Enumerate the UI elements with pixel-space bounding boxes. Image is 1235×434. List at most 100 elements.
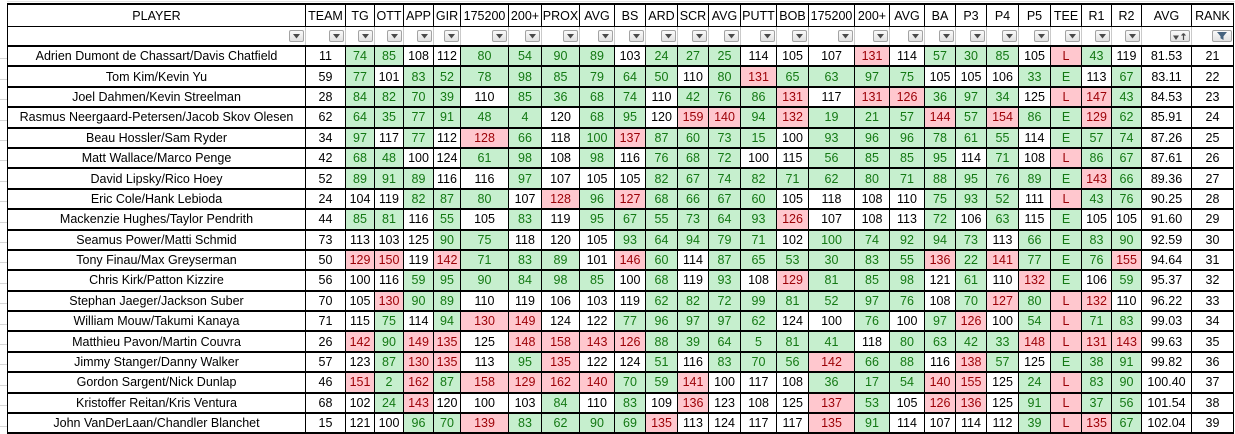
stat-cell[interactable]: 68 — [345, 147, 375, 170]
stat-cell[interactable]: 17 — [854, 372, 890, 394]
stat-cell[interactable]: 76 — [889, 290, 925, 313]
filter-button-p4[interactable] — [1002, 30, 1017, 42]
stat-cell[interactable]: 87 — [433, 372, 461, 394]
stat-cell[interactable]: 95 — [433, 270, 461, 292]
stat-cell[interactable]: 36 — [924, 86, 956, 109]
stat-cell[interactable]: 110 — [460, 290, 509, 313]
stat-cell[interactable]: 90 — [541, 46, 580, 68]
stat-cell[interactable]: 33 — [986, 331, 1019, 353]
stat-cell[interactable]: 114 — [740, 46, 777, 68]
stat-cell[interactable]: 128 — [541, 188, 580, 211]
stat-cell[interactable]: 25 — [708, 46, 741, 68]
stat-cell[interactable]: 74 — [345, 46, 375, 68]
stat-cell[interactable]: 82 — [740, 168, 777, 190]
stat-cell[interactable]: 80 — [460, 188, 509, 211]
team-cell[interactable]: 52 — [305, 168, 346, 190]
stat-cell[interactable]: 62 — [808, 168, 855, 190]
stat-cell[interactable]: 158 — [541, 331, 580, 353]
column-header-team[interactable]: TEAM — [305, 3, 346, 27]
stat-cell[interactable]: 100 — [986, 311, 1019, 333]
column-header-bob[interactable]: BOB — [776, 3, 809, 27]
filter-button-avg[interactable] — [908, 30, 923, 42]
stat-cell[interactable]: 70 — [955, 290, 987, 313]
stat-cell[interactable]: 61 — [955, 270, 987, 292]
stat-cell[interactable]: 100 — [889, 311, 925, 333]
stat-cell[interactable]: 100 — [345, 270, 375, 292]
player-name-cell[interactable]: Gordon Sargent/Nick Dunlap — [7, 372, 306, 394]
stat-cell[interactable]: 64 — [345, 107, 375, 129]
stat-cell[interactable]: 114 — [955, 147, 987, 170]
column-header-player[interactable]: PLAYER — [7, 3, 306, 27]
stat-cell[interactable]: 71 — [776, 168, 809, 190]
stat-cell[interactable]: 82 — [403, 188, 434, 211]
stat-cell[interactable]: 124 — [541, 311, 580, 333]
stat-cell[interactable]: 110 — [1111, 290, 1142, 313]
stat-cell[interactable]: 135 — [433, 351, 461, 374]
avg-cell[interactable]: 95.37 — [1141, 270, 1192, 292]
stat-cell[interactable]: 43 — [1111, 86, 1142, 109]
team-cell[interactable]: 42 — [305, 147, 346, 170]
stat-cell[interactable]: 97 — [924, 311, 956, 333]
stat-cell[interactable]: 103 — [508, 392, 542, 415]
stat-cell[interactable]: 78 — [460, 66, 509, 88]
stat-cell[interactable]: 98 — [541, 270, 580, 292]
player-name-cell[interactable]: Chris Kirk/Patton Kizzire — [7, 270, 306, 292]
team-cell[interactable]: 56 — [305, 270, 346, 292]
stat-cell[interactable]: 67 — [708, 188, 741, 211]
stat-cell[interactable]: 98 — [889, 270, 925, 292]
stat-cell[interactable]: 113 — [1081, 66, 1112, 88]
stat-cell[interactable]: 77 — [1018, 249, 1051, 272]
stat-cell[interactable]: 100 — [808, 229, 855, 251]
stat-cell[interactable]: 66 — [677, 188, 709, 211]
stat-cell[interactable]: 119 — [614, 290, 646, 313]
stat-cell[interactable]: 82 — [645, 168, 678, 190]
stat-cell[interactable]: 86 — [1018, 107, 1051, 129]
stat-cell[interactable]: 82 — [677, 290, 709, 313]
stat-cell[interactable]: 159 — [677, 107, 709, 129]
stat-cell[interactable]: 132 — [1081, 290, 1112, 313]
stat-cell[interactable]: 105 — [776, 46, 809, 68]
stat-cell[interactable]: 74 — [1111, 127, 1142, 149]
stat-cell[interactable]: 91 — [1111, 351, 1142, 374]
stat-cell[interactable]: 42 — [677, 86, 709, 109]
avg-cell[interactable]: 101.54 — [1141, 392, 1192, 415]
stat-cell[interactable]: 83 — [1081, 229, 1112, 251]
column-header-avg[interactable]: AVG — [708, 3, 741, 27]
stat-cell[interactable]: 54 — [1018, 311, 1051, 333]
stat-cell[interactable]: 83 — [1111, 311, 1142, 333]
rank-cell[interactable]: 26 — [1191, 147, 1234, 170]
stat-cell[interactable]: 114 — [955, 413, 987, 434]
avg-cell[interactable]: 99.03 — [1141, 311, 1192, 333]
stat-cell[interactable]: 99 — [740, 290, 777, 313]
stat-cell[interactable]: 95 — [614, 107, 646, 129]
stat-cell[interactable]: 139 — [460, 413, 509, 434]
stat-cell[interactable]: 74 — [854, 229, 890, 251]
stat-cell[interactable]: 100 — [740, 147, 777, 170]
stat-cell[interactable]: 97 — [854, 290, 890, 313]
stat-cell[interactable]: 89 — [1018, 168, 1051, 190]
stat-cell[interactable]: L — [1050, 290, 1082, 313]
stat-cell[interactable]: 65 — [740, 249, 777, 272]
column-header-app[interactable]: APP — [403, 3, 434, 27]
team-cell[interactable]: 62 — [305, 107, 346, 129]
stat-cell[interactable]: 143 — [1081, 168, 1112, 190]
stat-cell[interactable]: 62 — [541, 413, 580, 434]
stat-cell[interactable]: 116 — [403, 209, 434, 231]
stat-cell[interactable]: 116 — [374, 270, 404, 292]
avg-cell[interactable]: 96.22 — [1141, 290, 1192, 313]
stat-cell[interactable]: 84 — [345, 86, 375, 109]
stat-cell[interactable]: 98 — [508, 147, 542, 170]
stat-cell[interactable]: 117 — [740, 372, 777, 394]
stat-cell[interactable]: 57 — [889, 107, 925, 129]
stat-cell[interactable]: 115 — [345, 311, 375, 333]
stat-cell[interactable]: 71 — [889, 168, 925, 190]
stat-cell[interactable]: 108 — [924, 290, 956, 313]
filter-button-prox[interactable] — [563, 30, 578, 42]
stat-cell[interactable]: E — [1050, 66, 1082, 88]
stat-cell[interactable]: 81 — [808, 270, 855, 292]
stat-cell[interactable]: 78 — [924, 127, 956, 149]
stat-cell[interactable]: 82 — [374, 86, 404, 109]
stat-cell[interactable]: 118 — [854, 331, 890, 353]
stat-cell[interactable]: 125 — [986, 392, 1019, 415]
stat-cell[interactable]: 36 — [541, 86, 580, 109]
